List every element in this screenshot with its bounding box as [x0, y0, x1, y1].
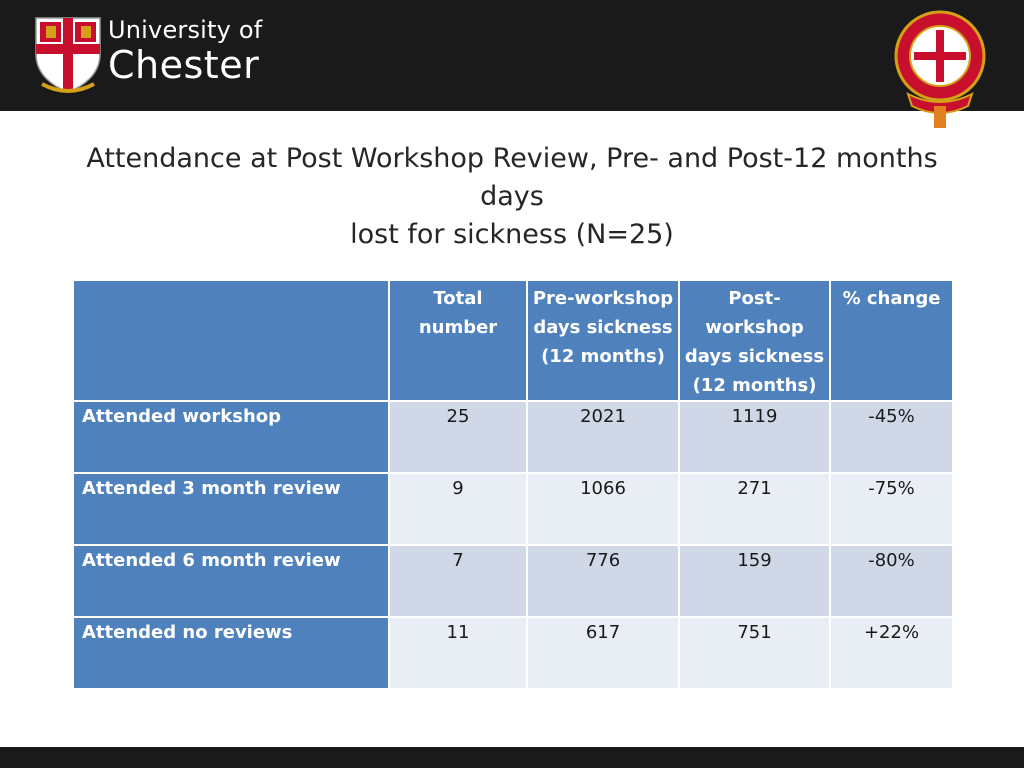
header-line: Post-: [728, 288, 781, 309]
cell-change: +22%: [829, 616, 954, 690]
cell-post: 159: [678, 544, 831, 618]
header-line: Pre-workshop: [532, 288, 674, 309]
header-line: % change: [842, 288, 941, 309]
slide-title-line2: lost for sickness (N=25): [350, 219, 674, 250]
header-pre-workshop: Pre-workshop days sickness (12 months): [526, 279, 680, 402]
slide-title-line1: Attendance at Post Workshop Review, Pre-…: [86, 143, 938, 212]
table-row: Attended workshop 25 2021 1119 -45%: [72, 400, 954, 474]
cell-post: 1119: [678, 400, 831, 474]
header-corner-cell: [72, 279, 390, 402]
cell-total: 11: [388, 616, 528, 690]
header-bar: University of Chester: [0, 0, 1024, 128]
header-line: workshop: [705, 317, 804, 338]
table-row: Attended 3 month review 9 1066 271 -75%: [72, 472, 954, 546]
cell-change: -45%: [829, 400, 954, 474]
header-line: (12 months): [541, 346, 665, 367]
row-label: Attended 6 month review: [72, 544, 390, 618]
cell-total: 7: [388, 544, 528, 618]
anniversary-seal-icon: [894, 10, 986, 128]
cell-change: -75%: [829, 472, 954, 546]
university-line1: University of: [108, 16, 263, 44]
table-row: Attended 6 month review 7 776 159 -80%: [72, 544, 954, 618]
row-label: Attended workshop: [72, 400, 390, 474]
header-line: number: [418, 317, 498, 338]
cell-pre: 776: [526, 544, 680, 618]
row-label: Attended 3 month review: [72, 472, 390, 546]
header-total-number: Total number: [388, 279, 528, 402]
cell-total: 25: [388, 400, 528, 474]
university-wordmark: University of Chester: [108, 16, 262, 86]
header-percent-change: % change: [829, 279, 954, 402]
university-line2: Chester: [108, 43, 260, 87]
table-header-row: Total number Pre-workshop days sickness …: [72, 279, 954, 402]
header-line: days sickness: [684, 346, 825, 367]
header-line: (12 months): [692, 375, 817, 396]
cell-change: -80%: [829, 544, 954, 618]
cell-pre: 1066: [526, 472, 680, 546]
footer-bar: [0, 747, 1024, 768]
row-label: Attended no reviews: [72, 616, 390, 690]
header-line: days sickness: [533, 317, 673, 338]
header-post-workshop: Post- workshop days sickness (12 months): [678, 279, 831, 402]
table-row: Attended no reviews 11 617 751 +22%: [72, 616, 954, 690]
sickness-table: Total number Pre-workshop days sickness …: [72, 279, 954, 690]
cell-pre: 617: [526, 616, 680, 690]
cell-pre: 2021: [526, 400, 680, 474]
university-crest-icon: [35, 17, 101, 93]
cell-post: 751: [678, 616, 831, 690]
cell-total: 9: [388, 472, 528, 546]
cell-post: 271: [678, 472, 831, 546]
slide-title: Attendance at Post Workshop Review, Pre-…: [60, 140, 964, 254]
header-line: Total: [433, 288, 483, 309]
